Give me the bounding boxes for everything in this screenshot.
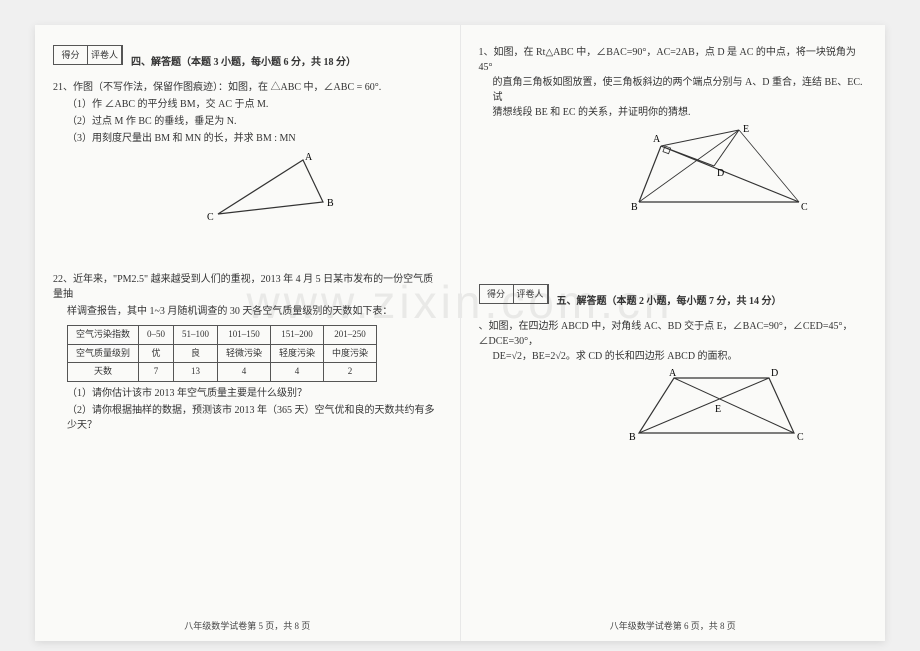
th-r3: 101–150: [218, 326, 271, 345]
quadrilateral-icon: A D B C E: [619, 368, 819, 448]
q21-sub1: （1）作 ∠ABC 的平分线 BM，交 AC 于点 M.: [67, 97, 442, 112]
th-r4: 151–200: [271, 326, 324, 345]
q22-stem-b: 样调查报告，其中 1~3 月随机调查的 30 天各空气质量级别的天数如下表：: [67, 304, 442, 319]
grader-label2: 评卷人: [514, 285, 548, 303]
page6-footer: 八年级数学试卷第 6 页，共 8 页: [461, 620, 886, 634]
rt-line1: 1、如图，在 Rt△ABC 中，∠BAC=90°，AC=2AB，点 D 是 AC…: [479, 45, 868, 75]
q21-figure: A B C: [193, 152, 442, 232]
label-A3: A: [669, 368, 677, 379]
table-row-level: 空气质量级别 优 良 轻微污染 轻度污染 中度污染: [68, 344, 377, 363]
problem-rt-triangle: 1、如图，在 Rt△ABC 中，∠BAC=90°，AC=2AB，点 D 是 AC…: [479, 45, 868, 214]
score-label2: 得分: [480, 285, 514, 303]
table-row-header: 空气污染指数 0–50 51–100 101–150 151–200 201–2…: [68, 326, 377, 345]
section4-title: 四、解答题（本题 3 小题，每小题 6 分，共 18 分）: [131, 55, 356, 70]
rt-line3: 猜想线段 BE 和 EC 的关系，并证明你的猜想.: [493, 105, 868, 120]
score-label: 得分: [54, 46, 88, 64]
grader-label: 评卷人: [88, 46, 122, 64]
th-index: 空气污染指数: [68, 326, 139, 345]
label-D2: D: [717, 168, 724, 179]
rt-triangle-icon: A B C D E: [619, 124, 819, 214]
th-r2: 51–100: [174, 326, 218, 345]
label-C2: C: [801, 202, 808, 213]
triangle-abc-icon: A B C: [193, 152, 353, 232]
label-B: B: [327, 198, 334, 209]
label-B2: B: [631, 202, 638, 213]
label-A: A: [305, 152, 313, 163]
table-row-days: 天数 7 13 4 4 2: [68, 363, 377, 382]
label-B3: B: [629, 432, 636, 443]
problem-21: 21、作图（不写作法，保留作图痕迹）：如图，在 △ABC 中，∠ABC = 60…: [53, 80, 442, 232]
score-blank: [54, 64, 88, 65]
rt-figure: A B C D E: [619, 124, 868, 214]
th-r5: 201–250: [324, 326, 377, 345]
section5-title: 五、解答题（本题 2 小题，每小题 7 分，共 14 分）: [557, 294, 782, 309]
page-5: 得分 评卷人 四、解答题（本题 3 小题，每小题 6 分，共 18 分） 21、…: [35, 25, 461, 641]
q21-stem: 21、作图（不写作法，保留作图痕迹）：如图，在 △ABC 中，∠ABC = 60…: [53, 80, 442, 95]
label-C: C: [207, 212, 214, 223]
quad-figure: A D B C E: [619, 368, 868, 448]
section-5-header: 得分 评卷人 五、解答题（本题 2 小题，每小题 7 分，共 14 分）: [479, 284, 868, 309]
grader-blank: [88, 64, 122, 65]
th-r1: 0–50: [139, 326, 174, 345]
page5-footer: 八年级数学试卷第 5 页，共 8 页: [35, 620, 460, 634]
label-C3: C: [797, 432, 804, 443]
quad-line2: DE=√2，BE=2√2。求 CD 的长和四边形 ABCD 的面积。: [493, 349, 868, 364]
page-6: 1、如图，在 Rt△ABC 中，∠BAC=90°，AC=2AB，点 D 是 AC…: [461, 25, 886, 641]
problem-quad: 、如图，在四边形 ABCD 中，对角线 AC、BD 交于点 E，∠BAC=90°…: [479, 319, 868, 448]
label-A2: A: [653, 134, 661, 145]
q22-sub2: （2）请你根据抽样的数据，预测该市 2013 年（365 天）空气优和良的天数共…: [67, 403, 442, 433]
section-4-header: 得分 评卷人 四、解答题（本题 3 小题，每小题 6 分，共 18 分）: [53, 45, 442, 70]
q22-stem-a: 22、近年来，"PM2.5" 越来越受到人们的重视，2013 年 4 月 5 日…: [53, 272, 442, 302]
q22-sub1: （1）请你估计该市 2013 年空气质量主要是什么级别？: [67, 386, 442, 401]
q21-sub3: （3）用刻度尺量出 BM 和 MN 的长，并求 BM : MN: [67, 131, 442, 146]
label-E2: E: [743, 124, 749, 135]
problem-22: 22、近年来，"PM2.5" 越来越受到人们的重视，2013 年 4 月 5 日…: [53, 272, 442, 433]
exam-sheet: www.zixin.com.cn 得分 评卷人 四、解答题（本题 3 小题，每小…: [35, 25, 885, 641]
label-D3: D: [771, 368, 778, 379]
score-box-section5: 得分 评卷人: [479, 284, 549, 304]
score-box-section4: 得分 评卷人: [53, 45, 123, 65]
q21-sub2: （2）过点 M 作 BC 的垂线，垂足为 N.: [67, 114, 442, 129]
quad-line1: 、如图，在四边形 ABCD 中，对角线 AC、BD 交于点 E，∠BAC=90°…: [479, 319, 868, 349]
label-E3: E: [715, 404, 721, 415]
rt-line2: 的直角三角板如图放置，使三角板斜边的两个端点分别与 A、D 重合，连结 BE、E…: [493, 75, 868, 105]
pollution-table: 空气污染指数 0–50 51–100 101–150 151–200 201–2…: [67, 325, 377, 382]
